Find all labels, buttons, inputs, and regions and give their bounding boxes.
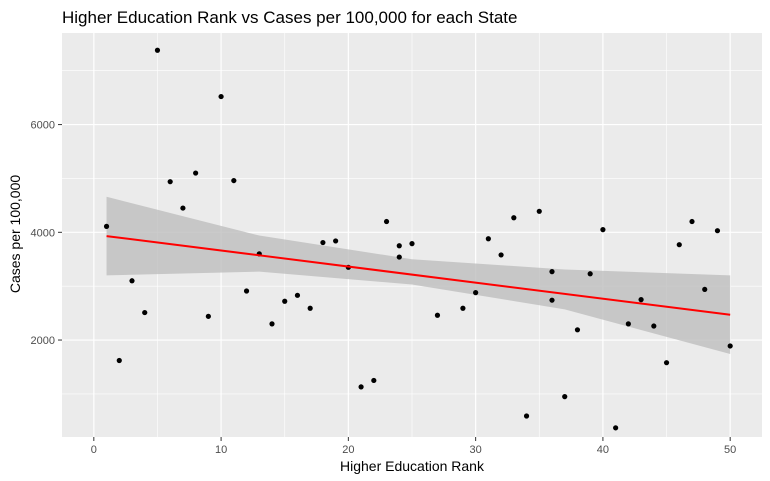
data-point: [574, 327, 581, 333]
chart-title: Higher Education Rank vs Cases per 100,0…: [62, 8, 518, 27]
fit-line-layer: [106, 235, 731, 316]
data-point: [193, 170, 199, 176]
data-point: [243, 288, 250, 294]
data-point: [511, 215, 517, 221]
y-tick-label: 6000: [31, 120, 55, 132]
y-axis: 2000 4000 6000: [31, 120, 62, 347]
x-tick-label: 30: [470, 444, 482, 456]
data-point: [638, 297, 644, 303]
data-point: [434, 312, 441, 318]
data-point: [320, 239, 326, 246]
points-layer: [103, 47, 733, 431]
y-tick-label: 2000: [31, 335, 55, 347]
data-point: [371, 377, 377, 384]
data-point: [473, 290, 479, 296]
data-point: [689, 218, 695, 225]
data-point: [587, 271, 593, 277]
data-point: [676, 242, 682, 248]
data-point: [600, 227, 606, 233]
fit-line: [106, 235, 731, 316]
data-point: [727, 343, 733, 349]
data-point: [103, 223, 110, 229]
x-tick-label: 0: [91, 444, 97, 456]
data-point: [269, 321, 275, 327]
x-tick-label: 40: [597, 444, 609, 456]
data-point: [536, 208, 542, 214]
data-point: [167, 179, 173, 185]
data-point: [549, 269, 555, 275]
data-point: [294, 292, 301, 298]
data-point: [142, 309, 148, 316]
y-tick-label: 4000: [31, 227, 55, 239]
data-point: [549, 297, 555, 303]
data-point: [663, 360, 670, 366]
data-point: [282, 298, 288, 304]
data-point: [307, 305, 313, 311]
data-point: [396, 243, 402, 249]
data-point: [218, 93, 224, 100]
data-point: [523, 413, 530, 419]
data-point: [358, 384, 364, 390]
data-point: [396, 254, 402, 260]
data-point: [714, 228, 721, 234]
data-point: [333, 238, 339, 244]
x-axis: 0 10 20 30 40 50: [91, 437, 736, 456]
data-point: [205, 313, 211, 319]
data-point: [625, 321, 631, 327]
data-point: [562, 394, 568, 400]
y-axis-title: Cases per 100,000: [7, 175, 23, 294]
data-point: [498, 252, 504, 258]
data-point: [154, 47, 161, 53]
data-point: [383, 218, 390, 225]
data-point: [116, 357, 122, 364]
data-point: [180, 205, 186, 211]
data-point: [231, 177, 237, 184]
data-point: [129, 278, 135, 284]
data-point: [409, 241, 415, 247]
x-tick-label: 10: [215, 444, 227, 456]
data-point: [485, 236, 491, 242]
x-axis-title: Higher Education Rank: [340, 458, 485, 474]
x-tick-label: 50: [724, 444, 736, 456]
x-tick-label: 20: [342, 444, 354, 456]
data-point: [651, 323, 657, 329]
data-point: [460, 305, 466, 311]
data-point: [613, 425, 619, 431]
data-point: [702, 286, 708, 293]
